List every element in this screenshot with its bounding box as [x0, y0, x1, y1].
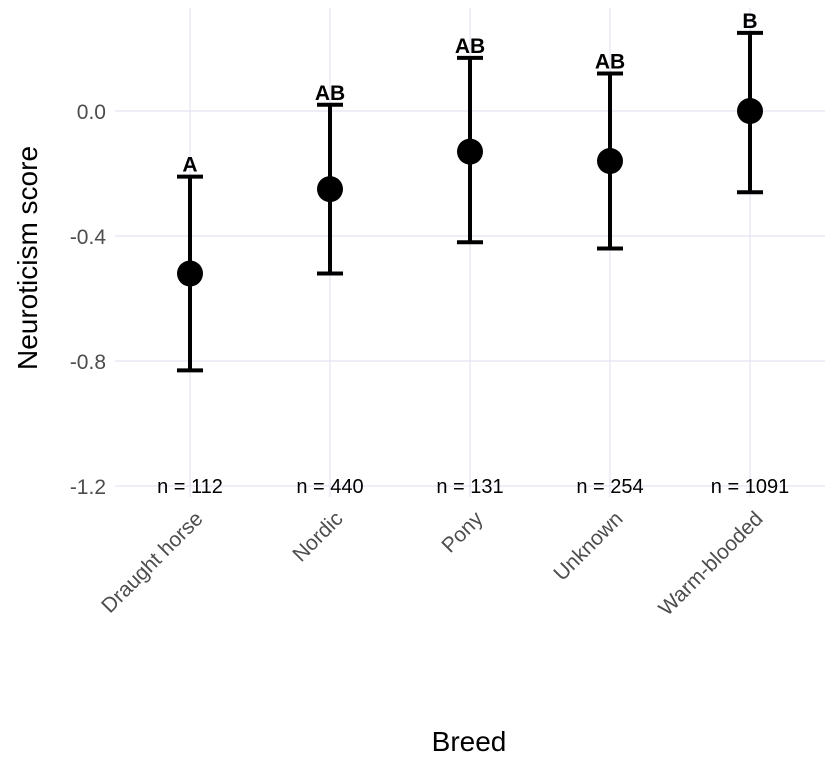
- group-letter: AB: [595, 51, 625, 74]
- y-tick-label: -0.4: [70, 226, 107, 249]
- sample-size-label: n = 112: [157, 476, 223, 498]
- group-letter: AB: [455, 35, 485, 58]
- y-tick-label: 0.0: [77, 101, 106, 124]
- y-tick-label: -1.2: [70, 476, 106, 499]
- mean-point: [317, 176, 343, 203]
- group-letter: B: [742, 10, 757, 33]
- y-axis-title: Neuroticism score: [12, 146, 43, 370]
- y-axis-ticks: -1.2 -0.8 -0.4 0.0: [70, 101, 107, 499]
- group-letter: AB: [315, 82, 345, 105]
- sample-size-label: n = 254: [576, 476, 643, 498]
- mean-point: [177, 260, 203, 287]
- mean-point: [737, 98, 763, 124]
- sample-size-labels: n = 112 n = 440 n = 131 n = 254 n = 1091: [157, 476, 789, 498]
- x-tick-label: Draught horse: [97, 507, 207, 617]
- x-tick-label: Pony: [437, 507, 487, 557]
- x-tick-label: Nordic: [288, 507, 347, 566]
- group-letters: A AB AB AB B: [182, 10, 757, 177]
- sample-size-label: n = 1091: [711, 476, 789, 498]
- data-marks: [177, 30, 763, 373]
- mean-point: [597, 148, 623, 174]
- sample-size-label: n = 131: [436, 476, 503, 498]
- x-axis-ticks: Draught horse Nordic Pony Unknown Warm-blood…: [97, 507, 767, 620]
- y-tick-label: -0.8: [70, 351, 106, 374]
- sample-size-label: n = 440: [296, 476, 363, 498]
- x-tick-label: Warm-blooded: [654, 507, 767, 620]
- x-tick-label: Unknown: [549, 507, 627, 585]
- group-letter: A: [182, 154, 197, 177]
- mean-point: [457, 138, 483, 165]
- x-axis-title: Breed: [432, 726, 507, 757]
